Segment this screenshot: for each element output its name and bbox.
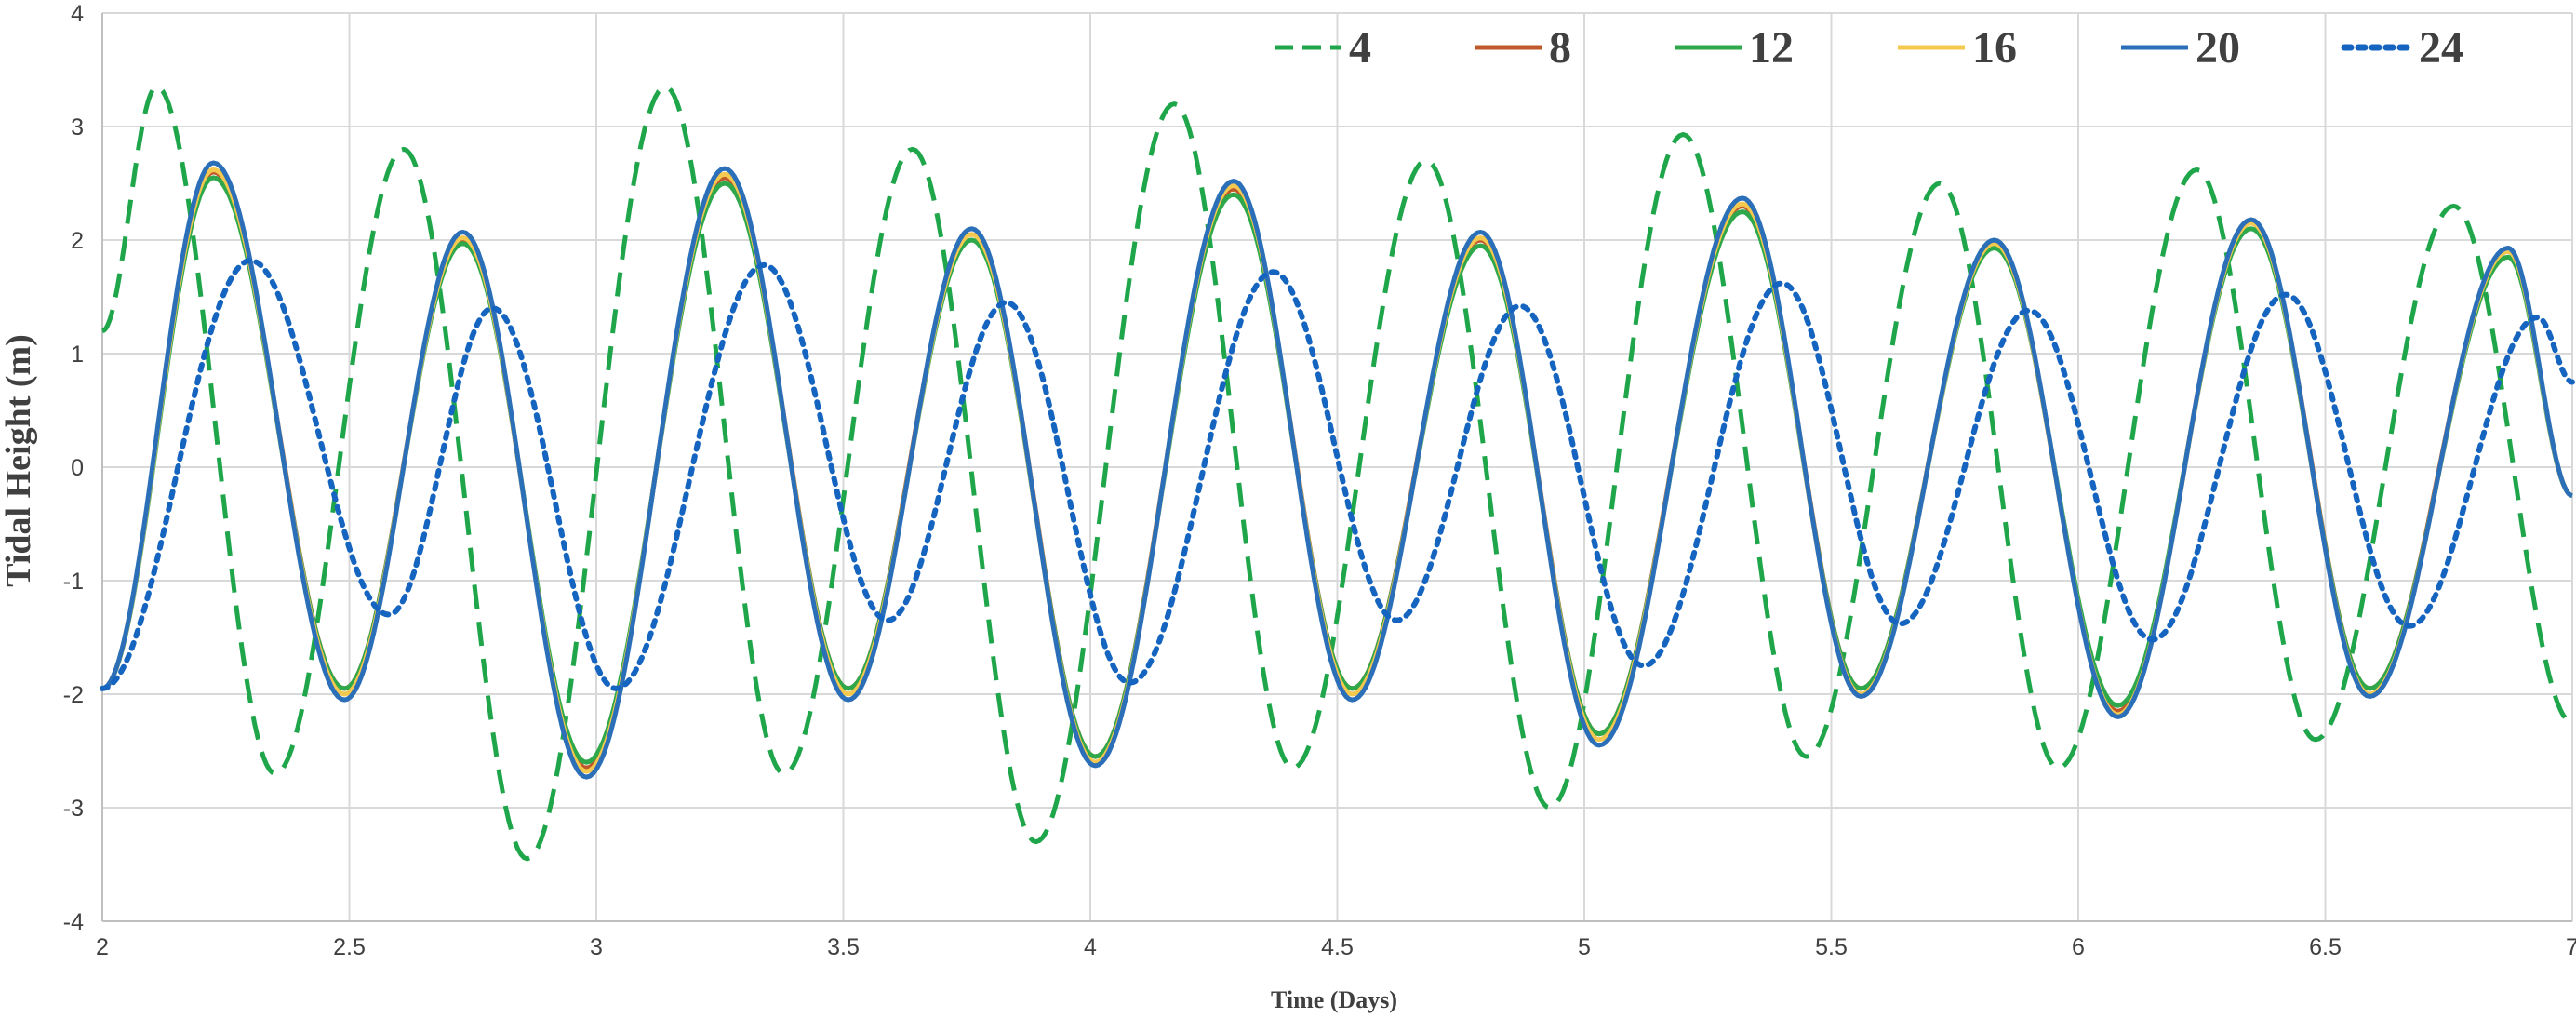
y-tick-label: 0: [71, 455, 84, 481]
x-tick-label: 3: [590, 934, 603, 960]
legend-label-24: 24: [2419, 23, 2463, 73]
axes: [101, 13, 2572, 922]
y-tick-label: 4: [71, 1, 84, 27]
x-tick-label: 7: [2566, 934, 2576, 960]
x-axis-title: Time (Days): [1271, 986, 1397, 1013]
series-line-4: [101, 84, 2573, 862]
x-tick-label: 6.5: [2309, 934, 2342, 960]
y-tick-label: -2: [63, 682, 84, 708]
y-tick-label: -4: [63, 909, 84, 935]
legend-label-8: 8: [1549, 23, 1571, 73]
legend-label-12: 12: [1749, 23, 1794, 73]
x-tick-label: 4.5: [1321, 934, 1354, 960]
x-tick-label: 5.5: [1815, 934, 1848, 960]
x-tick-label: 5: [1578, 934, 1591, 960]
series-line-20: [101, 160, 2573, 780]
x-tick-label: 2.5: [333, 934, 366, 960]
y-tick-label: -3: [63, 796, 84, 822]
legend-label-16: 16: [1972, 23, 2017, 73]
y-tick-label: 3: [71, 114, 84, 141]
y-tick-label: -1: [63, 569, 84, 595]
legend-label-20: 20: [2196, 23, 2240, 73]
legend: 4 8 12 16 20 24: [1275, 23, 2463, 73]
x-tick-label: 2: [96, 934, 109, 960]
series-lines: [100, 84, 2575, 862]
y-axis-title: Tidal Height (m): [0, 334, 38, 587]
x-tick-labels: 2 2.5 3 3.5 4 4.5 5 5.5 6 6.5 7: [96, 934, 2576, 960]
y-tick-label: 2: [71, 228, 84, 254]
x-tick-label: 3.5: [827, 934, 860, 960]
y-tick-labels: -4 -3 -2 -1 0 1 2 3 4: [63, 1, 84, 935]
x-tick-label: 6: [2072, 934, 2085, 960]
series-line-24: [100, 258, 2575, 691]
y-tick-label: 1: [71, 342, 84, 368]
x-tick-label: 4: [1084, 934, 1097, 960]
legend-label-4: 4: [1349, 23, 1371, 73]
